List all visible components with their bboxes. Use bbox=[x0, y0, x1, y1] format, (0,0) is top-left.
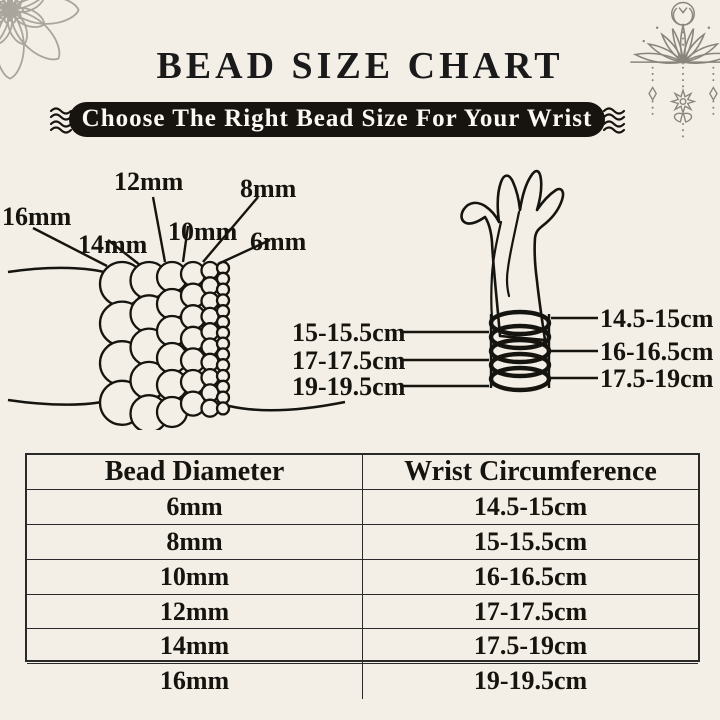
svg-text:14.5-15cm: 14.5-15cm bbox=[600, 304, 714, 333]
svg-text:15-15.5cm: 15-15.5cm bbox=[292, 318, 406, 347]
svg-text:16-16.5cm: 16-16.5cm bbox=[600, 337, 714, 366]
svg-text:19-19.5cm: 19-19.5cm bbox=[292, 372, 406, 401]
svg-text:17-17.5cm: 17-17.5cm bbox=[292, 346, 406, 375]
svg-text:17.5-19cm: 17.5-19cm bbox=[600, 364, 714, 393]
